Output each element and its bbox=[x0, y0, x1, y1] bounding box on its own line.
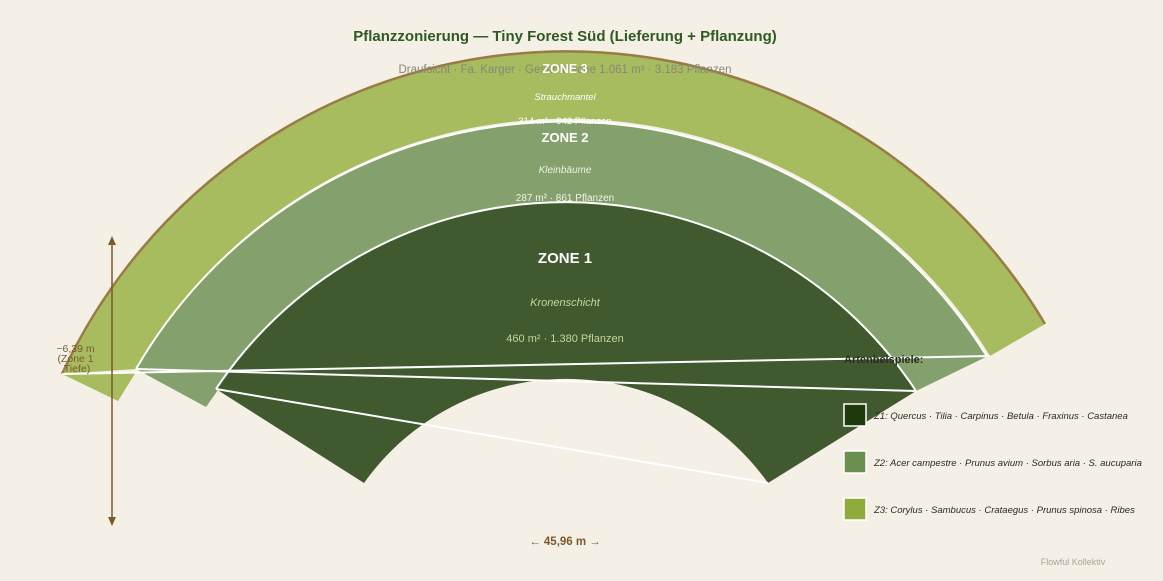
legend-title: Artenbeispiele: bbox=[844, 354, 923, 366]
zone3-band bbox=[60, 50, 1047, 401]
legend-item-z1: Z1: Quercus · Tilia · Carpinus · Betula … bbox=[843, 403, 1128, 427]
zone2-name: ZONE 2 bbox=[542, 130, 589, 145]
legend-label-z1: Z1: Quercus · Tilia · Carpinus · Betula … bbox=[873, 411, 1128, 422]
page-title: Pflanzzonierung — Tiny Forest Süd (Liefe… bbox=[353, 28, 777, 45]
zone2-stats: 287 m² · 861 Pflanzen bbox=[516, 193, 614, 204]
legend-label-z2: Z2: Acer campestre · Prunus avium · Sorb… bbox=[873, 458, 1142, 469]
zone3-stats: 314 m² · 942 Pflanzen bbox=[518, 116, 611, 127]
credit-text: Flowful Kollektiv bbox=[1041, 557, 1106, 567]
legend-item-z3: Z3: Corylus · Sambucus · Crataegus · Pru… bbox=[843, 497, 1135, 521]
depth-label: ~6,39 m (Zone 1 Tiefe) bbox=[56, 343, 97, 375]
zone3-outer-edge bbox=[60, 50, 1047, 375]
zone2-left-foot bbox=[136, 369, 230, 407]
boundary-line-c bbox=[215, 388, 769, 484]
zone3-desc: Strauchmantel bbox=[534, 92, 596, 103]
depth-label-line1: ~6,39 m bbox=[56, 343, 94, 355]
depth-arrow-top-icon bbox=[108, 236, 116, 245]
zone2-outer-edge bbox=[135, 120, 987, 370]
legend-item-z2: Z2: Acer campestre · Prunus avium · Sorb… bbox=[843, 450, 1142, 474]
zone2-arc-shape bbox=[136, 121, 986, 391]
depth-arrow-bottom-icon bbox=[108, 517, 116, 526]
zone2-desc: Kleinbäume bbox=[539, 165, 592, 176]
boundary-lines bbox=[61, 355, 991, 484]
legend-swatch-z3 bbox=[843, 497, 867, 521]
zone2-right-foot bbox=[916, 357, 986, 391]
zone1-outer-edge bbox=[215, 201, 917, 392]
boundary-line-b bbox=[135, 368, 917, 392]
zone1-name: ZONE 1 bbox=[538, 250, 592, 267]
species-legend: Artenbeispiele: Z1: Quercus · Tilia · Ca… bbox=[843, 354, 1142, 521]
page-subtitle: Draufsicht · Fa. Karger · Gesamtfläche 1… bbox=[398, 64, 731, 76]
zone3-arc-shape bbox=[62, 51, 1045, 374]
zone1-arc-shape bbox=[216, 202, 916, 483]
depth-label-line3: Tiefe) bbox=[64, 363, 90, 375]
depth-dimension: ~6,39 m (Zone 1 Tiefe) bbox=[56, 236, 116, 526]
legend-swatch-z1 bbox=[843, 403, 867, 427]
zone1-desc: Kronenschicht bbox=[530, 297, 601, 309]
legend-label-z3: Z3: Corylus · Sambucus · Crataegus · Pru… bbox=[873, 505, 1135, 516]
zone3-left-foot bbox=[62, 372, 136, 401]
zone1-band bbox=[215, 201, 917, 483]
zone3-name: ZONE 3 bbox=[542, 62, 587, 76]
depth-label-line2: (Zone 1 bbox=[57, 353, 93, 365]
legend-swatch-z2 bbox=[843, 450, 867, 474]
zone1-stats: 460 m² · 1.380 Pflanzen bbox=[506, 333, 623, 345]
width-label: ← 45,96 m → bbox=[529, 536, 601, 548]
zone2-band bbox=[135, 120, 987, 407]
